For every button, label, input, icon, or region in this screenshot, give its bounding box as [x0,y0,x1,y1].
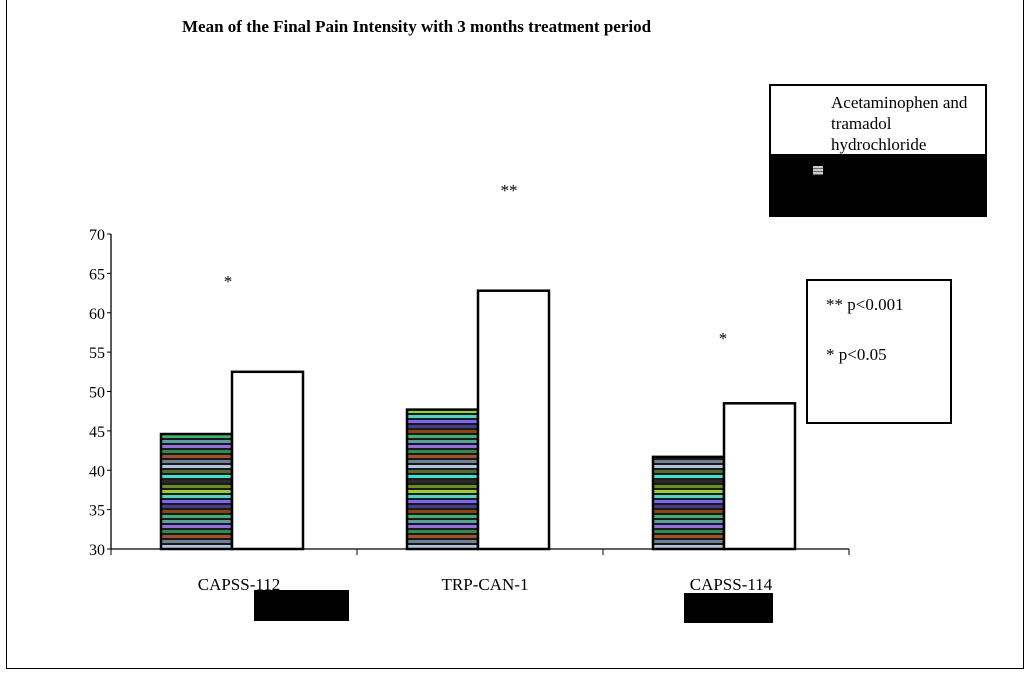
significance-annotation: * [224,272,233,291]
redaction-block [684,593,773,623]
labels: 30 35 40 45 50 55 60 65 70 CAPSS-112 * TRP-CAN-1 ** C… [89,181,773,594]
significance-annotation: * [719,329,728,348]
significance-annotation: ** [501,181,518,200]
bar-striped-capss-114 [651,455,726,551]
x-category-label: CAPSS-114 [690,575,773,594]
bar-striped-capss-112 [159,432,234,551]
x-category-label: CAPSS-112 [198,575,281,594]
bar-white-capss-112 [230,370,305,551]
y-tick-label: 45 [89,424,105,441]
y-tick-label: 55 [89,345,105,362]
y-tick-label: 65 [89,266,105,283]
bar-white-trp-can-1 [476,289,551,551]
figure-frame [6,0,1024,669]
legend-redaction-block [771,154,985,215]
y-tick-label: 40 [89,463,105,480]
y-tick-label: 70 [89,227,105,244]
significance-legend: ** p<0.001 * p<0.05 [806,279,952,424]
y-tick-label: 30 [89,542,105,559]
significance-line-single-star: * p<0.05 [826,345,887,364]
legend: Acetaminophen and tramadol hydrochloride [769,84,987,217]
legend-label-acetaminophen: Acetaminophen and tramadol hydrochloride [831,93,968,154]
redaction-block [254,590,349,621]
significance-line-double-star: ** p<0.001 [826,295,904,314]
y-tick-label: 60 [89,306,105,323]
y-tick-label: 35 [89,503,105,520]
legend-swatch-striped [813,166,823,175]
bar-striped-trp-can-1 [405,408,480,551]
bar-white-capss-114 [722,402,797,551]
x-category-label: TRP-CAN-1 [442,575,529,594]
bars [159,289,797,551]
y-tick-label: 50 [89,385,105,402]
chart-title: Mean of the Final Pain Intensity with 3 … [182,17,652,36]
